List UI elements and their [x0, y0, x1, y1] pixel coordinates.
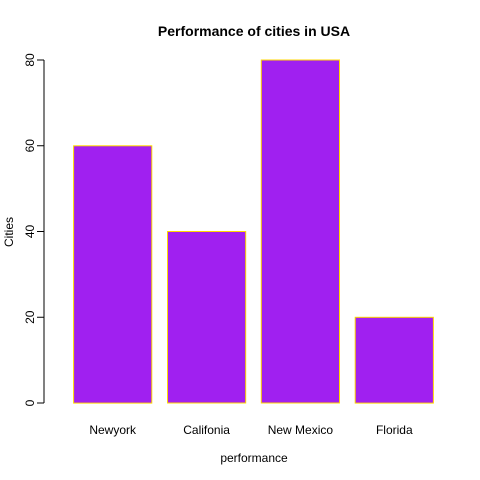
y-tick-label: 0: [23, 399, 37, 406]
chart-title: Performance of cities in USA: [158, 23, 350, 39]
bar-califonia: [167, 231, 247, 404]
y-tick-label: 40: [23, 225, 37, 239]
bar-newyork: [73, 145, 153, 404]
x-tick-label: Florida: [376, 423, 413, 437]
x-tick-labels: Newyork Califonia New Mexico Florida: [89, 423, 413, 437]
x-axis-label: performance: [220, 451, 288, 465]
bar-new-mexico: [260, 59, 340, 404]
y-tick-label: 60: [23, 139, 37, 153]
x-tick-label: New Mexico: [268, 423, 334, 437]
y-axis: 0 20 40 60 80: [23, 53, 45, 406]
x-tick-label: Newyork: [89, 423, 137, 437]
y-axis-label: Cities: [2, 217, 16, 247]
bars-group: [73, 59, 434, 404]
y-tick-label: 20: [23, 310, 37, 324]
x-tick-label: Califonia: [183, 423, 230, 437]
y-tick-label: 80: [23, 53, 37, 67]
bar-florida: [354, 316, 434, 404]
